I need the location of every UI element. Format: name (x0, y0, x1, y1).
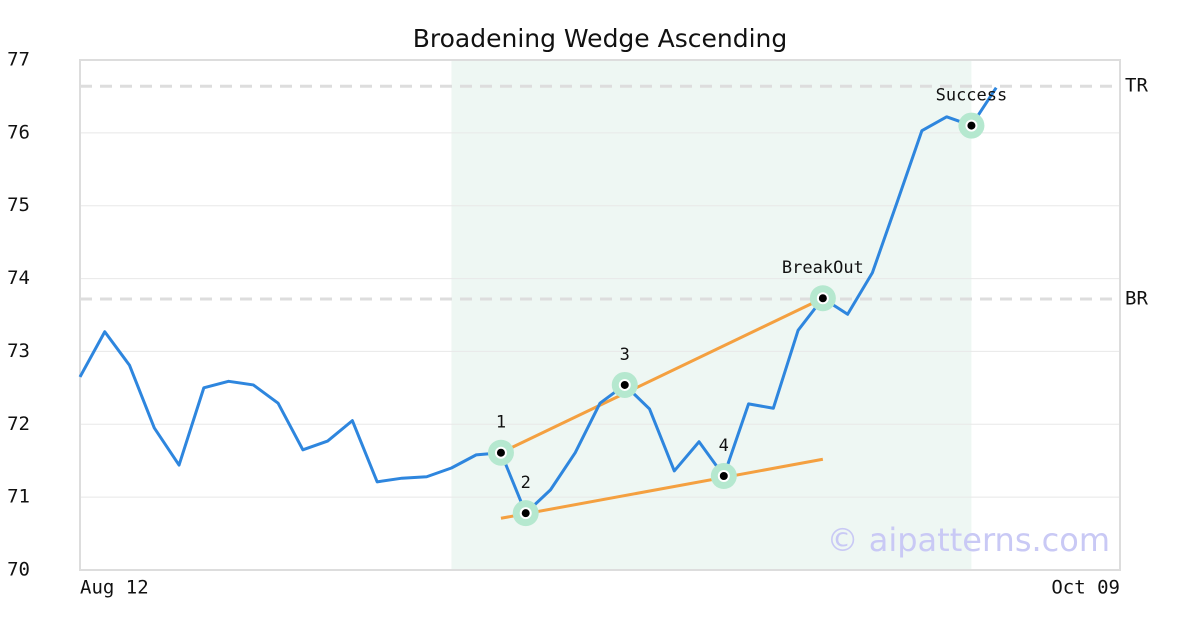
plot-frame (79, 59, 1121, 571)
y-tick-label: 72 (7, 413, 30, 435)
point-label: Success (936, 86, 1008, 106)
level-label: BR (1125, 287, 1148, 309)
point-label: 3 (620, 345, 630, 365)
point-marker (965, 119, 978, 132)
x-tick-label: Aug 12 (80, 577, 149, 599)
chart-title: Broadening Wedge Ascending (413, 24, 788, 53)
y-tick-label: 76 (7, 121, 30, 143)
point-marker (519, 507, 532, 520)
point-label: 4 (719, 436, 729, 456)
y-tick-label: 74 (7, 267, 30, 289)
point-label: 1 (496, 413, 506, 433)
y-tick-label: 77 (7, 49, 30, 71)
y-tick-label: 71 (7, 486, 30, 508)
y-tick-label: 75 (7, 194, 30, 216)
highlight-span (451, 60, 972, 570)
y-tick-label: 73 (7, 340, 30, 362)
watermark: © aipatterns.com (827, 521, 1110, 559)
point-marker (618, 378, 631, 391)
point-marker (816, 292, 829, 305)
point-label: BreakOut (782, 258, 864, 278)
trend-line (500, 457, 824, 520)
level-label: TR (1125, 75, 1148, 97)
point-marker (494, 446, 507, 459)
y-tick-label: 70 (7, 559, 30, 581)
point-label: 2 (521, 473, 531, 493)
point-marker (717, 470, 730, 483)
trend-line (500, 296, 824, 455)
price-line (78, 86, 998, 515)
x-tick-label: Oct 09 (1051, 577, 1120, 599)
